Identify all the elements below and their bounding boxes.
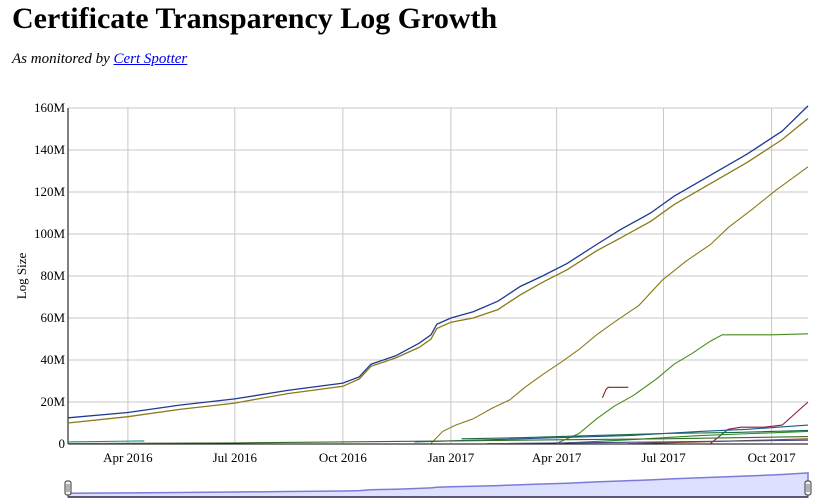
y-tick-label: 80M bbox=[40, 268, 65, 283]
y-tick-label: 40M bbox=[40, 352, 65, 367]
x-tick-label: Apr 2016 bbox=[103, 450, 153, 465]
subtitle-prefix: As monitored by bbox=[12, 51, 114, 67]
y-axis-label: Log Size bbox=[14, 252, 29, 299]
series-line-11 bbox=[67, 436, 809, 445]
range-handle-left[interactable] bbox=[64, 480, 72, 496]
series-line-4 bbox=[556, 333, 809, 444]
x-tick-label: Oct 2016 bbox=[319, 450, 368, 465]
page-title: Certificate Transparency Log Growth bbox=[12, 2, 498, 35]
range-selector[interactable] bbox=[64, 472, 812, 498]
y-tick-label: 100M bbox=[34, 226, 66, 241]
series-line-6 bbox=[710, 401, 809, 444]
x-tick-label: Jul 2016 bbox=[213, 450, 258, 465]
y-tick-label: 60M bbox=[40, 310, 65, 325]
x-tick-label: Jan 2017 bbox=[428, 450, 475, 465]
series-line-1 bbox=[67, 105, 809, 419]
x-tick-label: Apr 2017 bbox=[532, 450, 582, 465]
chart-tick-labels: 0 20M 40M 60M 80M 100M 120M 140M 160M Apr 2016 Jul… bbox=[34, 100, 796, 465]
x-tick-label: Jul 2017 bbox=[641, 450, 686, 465]
series-line-2 bbox=[67, 117, 809, 424]
y-tick-label: 140M bbox=[34, 142, 66, 157]
range-selector-overview bbox=[67, 472, 809, 498]
y-tick-label: 160M bbox=[34, 100, 66, 115]
page-subtitle: As monitored by Cert Spotter bbox=[12, 51, 187, 68]
range-handle-right[interactable] bbox=[804, 480, 812, 496]
series-line-3 bbox=[430, 166, 809, 444]
cert-spotter-link[interactable]: Cert Spotter bbox=[113, 51, 188, 67]
y-tick-label: 120M bbox=[34, 184, 66, 199]
x-tick-label: Oct 2017 bbox=[748, 450, 797, 465]
series-line-8 bbox=[461, 429, 809, 440]
series-line-5 bbox=[601, 386, 629, 399]
series-line-7 bbox=[414, 424, 809, 443]
series-line-13 bbox=[487, 439, 809, 445]
chart-series bbox=[67, 105, 809, 445]
chart-axes bbox=[67, 108, 808, 445]
y-tick-label: 20M bbox=[40, 394, 65, 409]
series-line-10 bbox=[67, 440, 145, 443]
chart-grid bbox=[68, 107, 808, 444]
y-tick-label: 0 bbox=[59, 436, 66, 451]
series-line-9 bbox=[556, 430, 809, 444]
